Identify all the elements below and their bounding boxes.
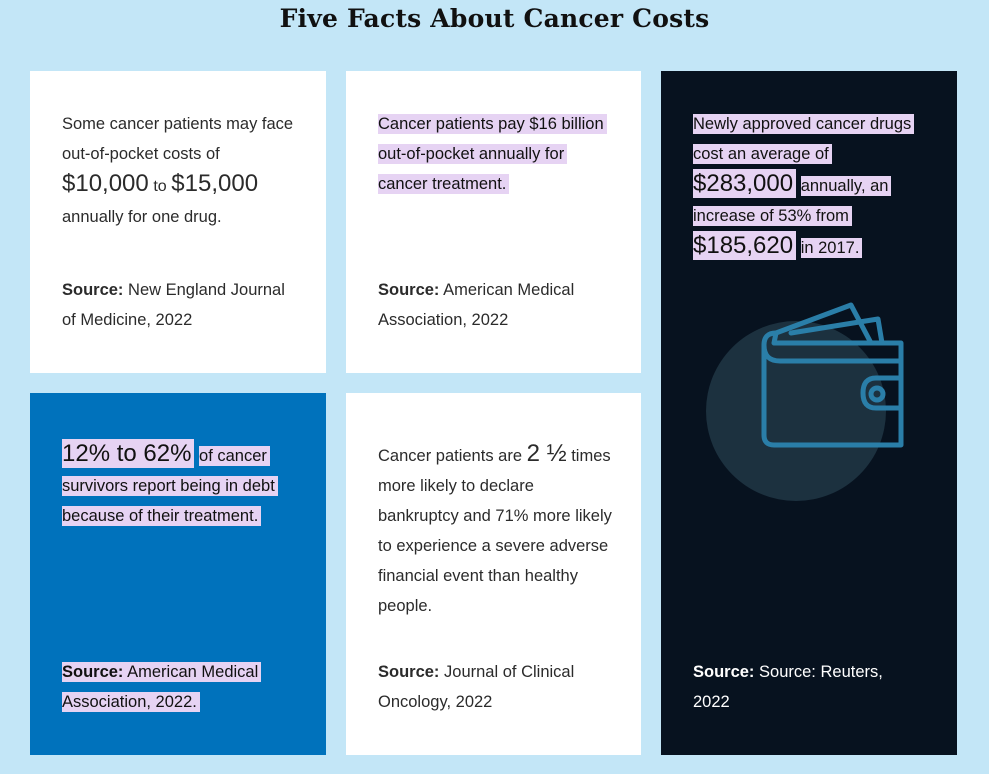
source-label: Source:: [693, 663, 755, 681]
fact-text: Some cancer patients may face out-of-poc…: [62, 109, 302, 232]
source-label: Source:: [62, 281, 124, 299]
fact-to-word: to: [153, 178, 167, 195]
fact-text-intro: Newly approved cancer drugs cost an aver…: [693, 114, 915, 164]
fact-text: Cancer patients are 2 ½ times more likel…: [378, 439, 614, 621]
fact-card-survivors-debt: 12% to 62% of cancer survivors report be…: [30, 393, 326, 755]
source-text: New England Journal of Medicine, 2022: [62, 281, 285, 329]
fact-card-new-drug-cost: Newly approved cancer drugs cost an aver…: [661, 71, 957, 755]
fact-text: 12% to 62% of cancer survivors report be…: [62, 439, 282, 531]
fact-text-intro: Cancer patients are: [378, 447, 522, 465]
fact-source: Source: Journal of Clinical Oncology, 20…: [378, 657, 614, 717]
fact-amount-low: $10,000: [62, 170, 149, 197]
source-text: Journal of Clinical Oncology, 2022: [378, 663, 575, 711]
fact-text-end: annually for one drug.: [62, 208, 222, 226]
wallet-icon: [706, 302, 904, 501]
fact-card-bankruptcy-risk: Cancer patients are 2 ½ times more likel…: [346, 393, 641, 755]
fact-text-end: in 2017.: [800, 238, 863, 258]
fact-text-highlight: Cancer patients pay $16 billion out-of-p…: [378, 114, 607, 194]
fact-multiplier: 2 ½: [526, 440, 567, 467]
fact-percent-range: 12% to 62%: [62, 439, 195, 468]
fact-text: Cancer patients pay $16 billion out-of-p…: [378, 109, 614, 199]
source-label: Source:: [378, 281, 440, 299]
fact-source: Source: American Medical Association, 20…: [378, 275, 614, 335]
fact-text-end: times more likely to declare bankruptcy …: [378, 447, 612, 615]
source-text: American Medical Association, 2022.: [62, 663, 259, 711]
source-text: American Medical Association, 2022: [378, 281, 575, 329]
fact-amount-high: $15,000: [171, 170, 259, 197]
fact-amount-2017: $185,620: [693, 231, 797, 260]
fact-source: Source: Source: Reuters, 2022: [693, 657, 923, 717]
fact-card-out-of-pocket-drug: Some cancer patients may face out-of-poc…: [30, 71, 326, 373]
fact-card-billion-out-of-pocket: Cancer patients pay $16 billion out-of-p…: [346, 71, 641, 373]
fact-source: Source: New England Journal of Medicine,…: [62, 275, 302, 335]
source-label: Source:: [378, 663, 440, 681]
source-label: Source:: [62, 663, 124, 681]
page-title: Five Facts About Cancer Costs: [279, 4, 710, 33]
fact-amount-current: $283,000: [693, 169, 797, 198]
fact-text: Newly approved cancer drugs cost an aver…: [693, 109, 915, 263]
fact-text-intro: Some cancer patients may face out-of-poc…: [62, 115, 294, 163]
source-text: Source: Reuters, 2022: [693, 663, 883, 711]
fact-source: Source: American Medical Association, 20…: [62, 657, 292, 717]
